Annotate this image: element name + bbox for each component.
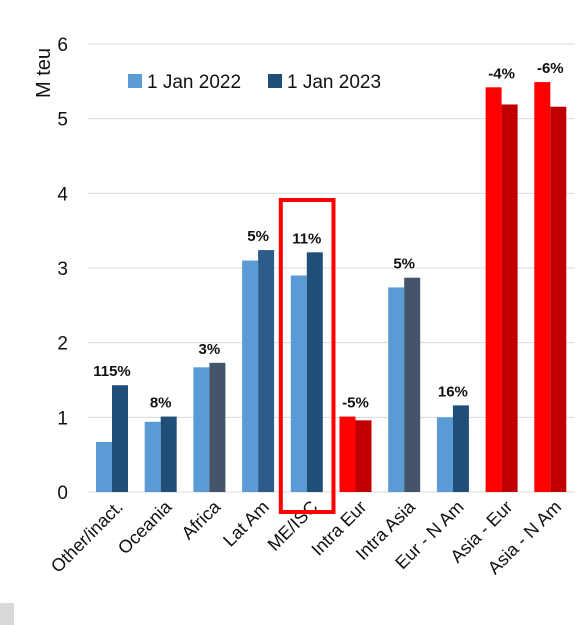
bar <box>485 87 502 492</box>
change-label: -4% <box>488 65 515 82</box>
y-tick-label: 3 <box>57 259 68 280</box>
bar <box>144 421 161 492</box>
legend: 1 Jan 2022 1 Jan 2023 <box>128 72 381 93</box>
y-tick-label: 6 <box>57 35 68 56</box>
bar <box>242 260 259 492</box>
change-label: 16% <box>438 383 468 400</box>
y-axis-ticks: 0 1 2 3 4 5 6 <box>57 35 68 504</box>
bar <box>112 385 128 492</box>
change-label: 3% <box>199 341 221 358</box>
change-labels: 115% 8% 3% 5% 11% -5% 5% 16% -4% -6% <box>93 60 563 412</box>
bar <box>290 275 307 492</box>
bar <box>534 82 551 492</box>
change-label: 11% <box>292 230 321 247</box>
bar <box>404 277 421 492</box>
bar <box>436 417 453 492</box>
y-tick-label: 4 <box>57 184 68 205</box>
change-label: 5% <box>393 256 415 273</box>
bar <box>452 405 469 492</box>
bar <box>96 441 112 492</box>
bar <box>209 362 226 492</box>
bar <box>258 250 275 492</box>
bar-group <box>96 82 567 492</box>
bar <box>306 252 323 492</box>
legend-swatch-2022 <box>128 74 142 88</box>
y-tick-label: 2 <box>57 334 68 355</box>
y-axis-label: M teu <box>33 48 55 98</box>
bar <box>550 106 567 492</box>
legend-label-2022: 1 Jan 2022 <box>147 72 241 93</box>
bar <box>388 287 405 492</box>
change-label: -6% <box>537 60 564 77</box>
legend-label-2023: 1 Jan 2023 <box>287 72 381 93</box>
category-label: Other/inact. <box>47 497 127 577</box>
y-tick-label: 0 <box>57 483 68 504</box>
bar <box>339 416 356 492</box>
y-tick-label: 1 <box>57 408 68 429</box>
highlight-box <box>278 198 336 514</box>
corner-mark <box>0 603 14 625</box>
bar <box>501 104 518 492</box>
change-label: 5% <box>247 228 269 245</box>
bar <box>160 416 177 492</box>
change-label: -5% <box>342 395 369 412</box>
change-label: 8% <box>150 395 172 412</box>
change-label: 115% <box>93 363 131 380</box>
bar <box>355 420 372 492</box>
legend-swatch-2023 <box>268 74 282 88</box>
category-label: Oceania <box>114 496 176 558</box>
bar <box>193 367 210 492</box>
category-label: Africa <box>178 496 225 543</box>
y-tick-label: 5 <box>57 110 68 131</box>
